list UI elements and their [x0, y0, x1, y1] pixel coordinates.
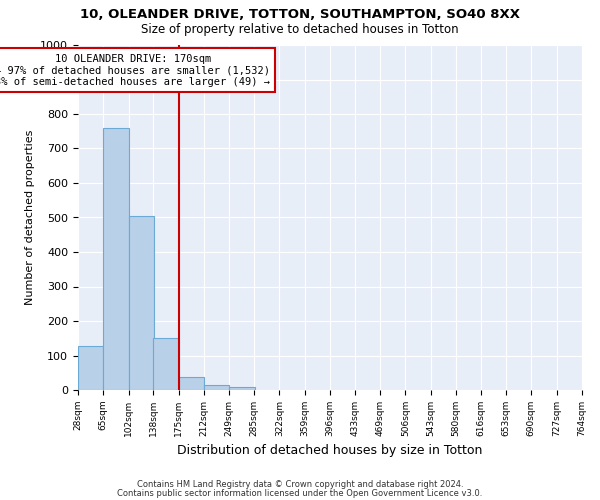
Text: Contains HM Land Registry data © Crown copyright and database right 2024.: Contains HM Land Registry data © Crown c…: [137, 480, 463, 489]
Text: Contains public sector information licensed under the Open Government Licence v3: Contains public sector information licen…: [118, 488, 482, 498]
Bar: [103, 128, 128, 390]
X-axis label: Distribution of detached houses by size in Totton: Distribution of detached houses by size …: [178, 444, 482, 458]
Bar: [78, 346, 103, 390]
Bar: [128, 216, 154, 390]
Text: 10, OLEANDER DRIVE, TOTTON, SOUTHAMPTON, SO40 8XX: 10, OLEANDER DRIVE, TOTTON, SOUTHAMPTON,…: [80, 8, 520, 20]
Text: Size of property relative to detached houses in Totton: Size of property relative to detached ho…: [141, 22, 459, 36]
Bar: [204, 385, 229, 390]
Text: 10 OLEANDER DRIVE: 170sqm
← 97% of detached houses are smaller (1,532)
3% of sem: 10 OLEANDER DRIVE: 170sqm ← 97% of detac…: [0, 54, 270, 87]
Y-axis label: Number of detached properties: Number of detached properties: [25, 130, 35, 305]
Bar: [229, 387, 254, 390]
Bar: [154, 338, 179, 390]
Bar: [179, 377, 204, 390]
